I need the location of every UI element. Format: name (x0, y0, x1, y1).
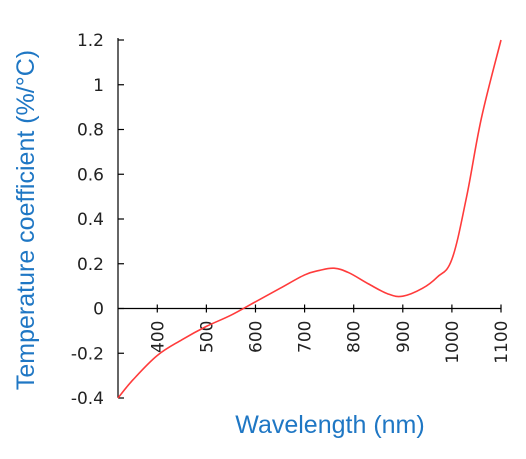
x-tick-label: 900 (394, 321, 414, 353)
x-tick-label: 1100 (492, 321, 512, 364)
y-tick-label: 0.6 (77, 165, 104, 185)
x-axis-title: Wavelength (nm) (235, 411, 424, 439)
y-tick-label: -0.4 (71, 389, 104, 409)
y-tick-label: 0 (93, 300, 104, 320)
x-tick-label: 1000 (443, 321, 463, 364)
tick-marks (118, 39, 502, 399)
y-tick-labels: -0.4 -0.2 0 0.2 0.4 0.6 0.8 1 1.2 (71, 31, 104, 409)
y-tick-label: -0.2 (71, 344, 104, 364)
x-tick-label: 700 (296, 321, 316, 353)
y-tick-label: 1.2 (77, 31, 104, 51)
y-tick-label: 1 (93, 76, 104, 96)
axes (117, 38, 501, 398)
x-tick-label: 400 (148, 321, 168, 353)
y-tick-label: 0.8 (77, 121, 104, 141)
x-tick-labels: 400 500 600 700 800 900 1000 1100 (148, 321, 512, 364)
x-tick-label: 600 (246, 321, 266, 353)
y-axis-title: Temperature coefficient (%/°C) (12, 50, 40, 390)
series-line (117, 39, 502, 399)
y-tick-label: 0.4 (77, 210, 104, 230)
y-tick-label: 0.2 (77, 255, 104, 275)
x-tick-label: 800 (345, 321, 365, 353)
series-lines (117, 39, 502, 399)
